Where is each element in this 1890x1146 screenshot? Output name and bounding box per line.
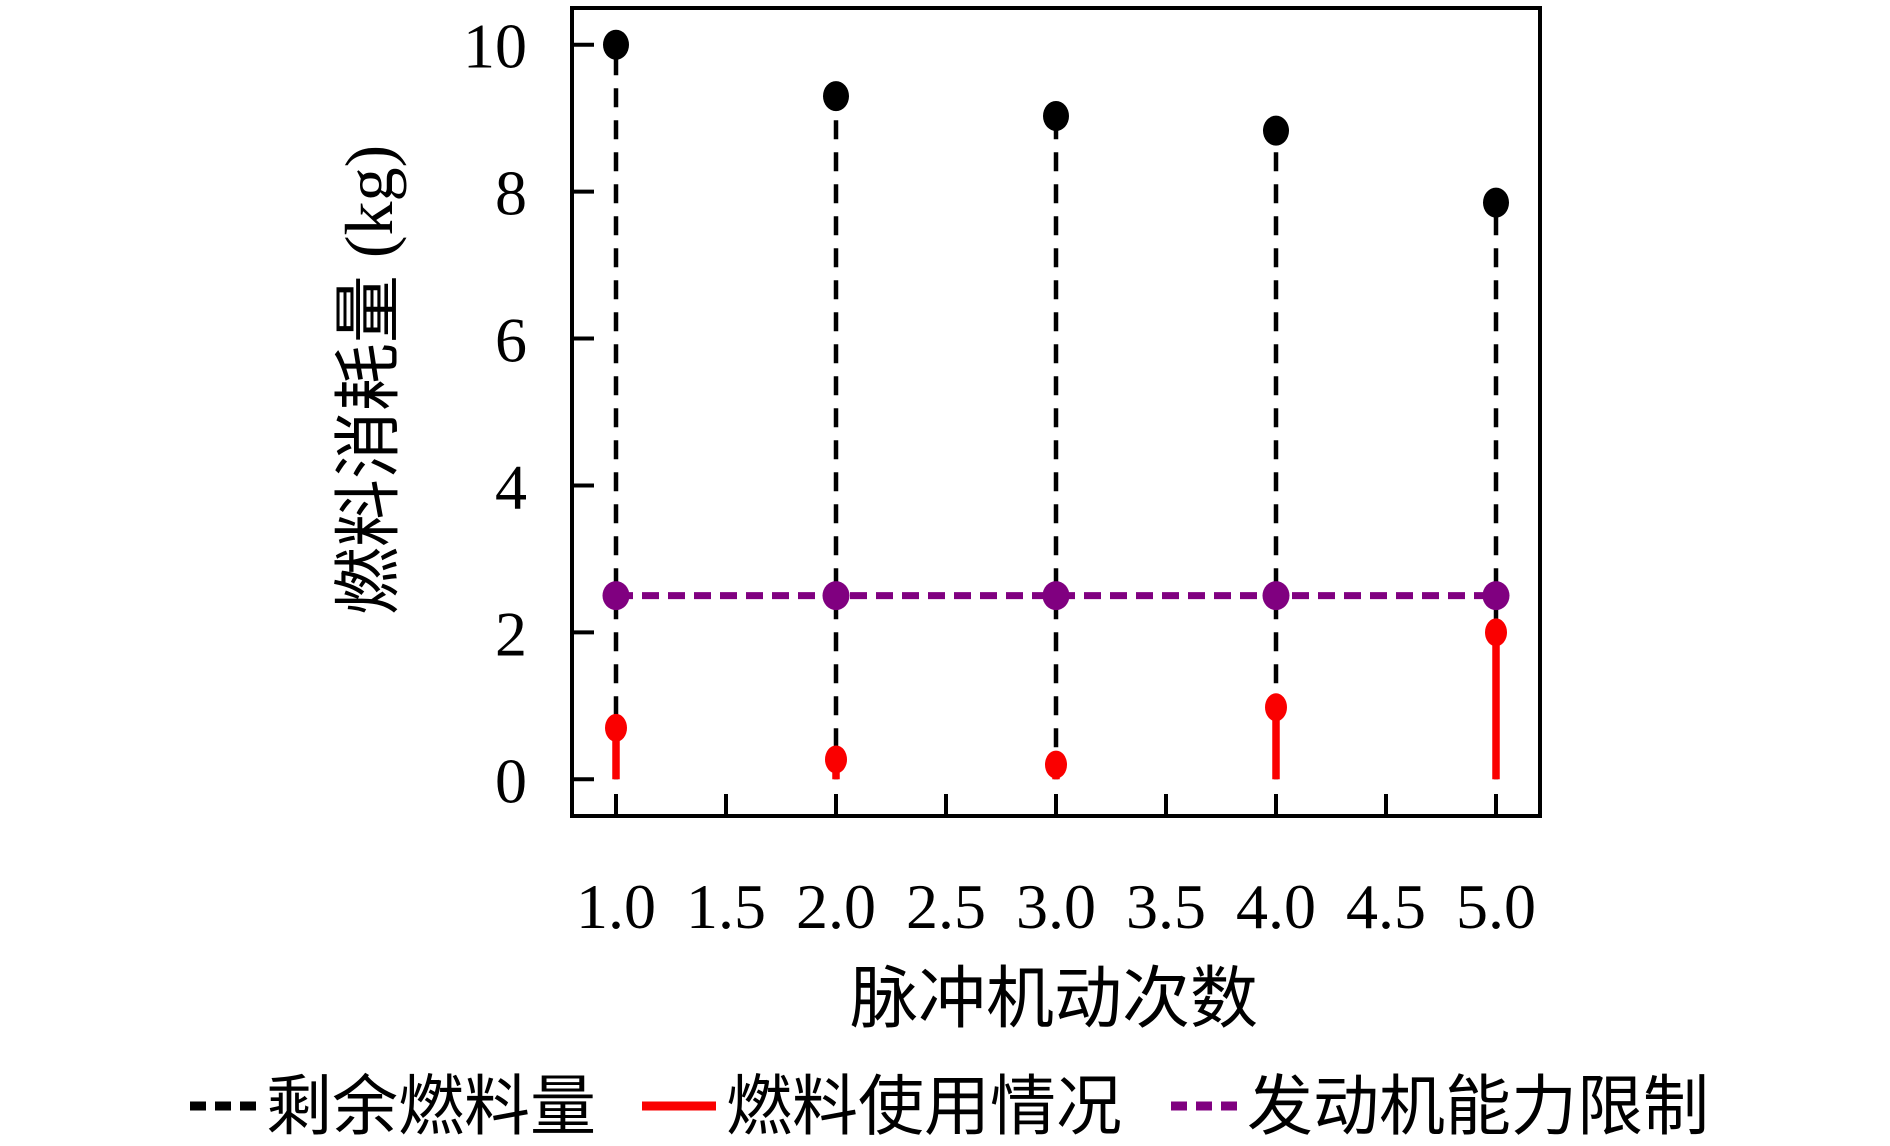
x-axis-label: 脉冲机动次数 xyxy=(850,961,1258,1037)
marker-2 xyxy=(1262,581,1290,611)
x-tick-label: 5.0 xyxy=(1456,871,1536,942)
x-tick-label: 1.0 xyxy=(576,871,656,942)
x-tick-label: 2.0 xyxy=(796,871,876,942)
marker-2 xyxy=(822,581,850,611)
marker-1 xyxy=(1265,693,1287,722)
marker-2 xyxy=(1042,581,1070,611)
marker-1 xyxy=(1485,618,1507,647)
legend-label-fuel-usage: 燃料使用情况 xyxy=(726,1071,1122,1144)
marker-0 xyxy=(1043,100,1069,131)
marker-0 xyxy=(1263,115,1289,146)
y-tick-label: 8 xyxy=(495,158,527,229)
marker-2 xyxy=(602,581,630,611)
y-tick-label: 0 xyxy=(495,745,527,816)
marker-0 xyxy=(823,81,849,112)
y-tick-label: 4 xyxy=(495,451,527,522)
x-tick-label: 4.0 xyxy=(1236,871,1316,942)
x-tick-label: 4.5 xyxy=(1346,871,1426,942)
legend-item-fuel-usage: 燃料使用情况 xyxy=(642,1071,1122,1144)
x-tick-label: 3.5 xyxy=(1126,871,1206,942)
legend-item-remaining-fuel: 剩余燃料量 xyxy=(190,1071,596,1144)
x-tick-label: 1.5 xyxy=(686,871,766,942)
y-tick-label: 6 xyxy=(495,305,527,376)
y-tick-label: 10 xyxy=(463,11,527,82)
marker-0 xyxy=(603,29,629,60)
marker-2 xyxy=(1482,581,1510,611)
legend-label-engine-limit: 发动机能力限制 xyxy=(1247,1071,1709,1144)
legend: 剩余燃料量 燃料使用情况 发动机能力限制 xyxy=(190,1071,1709,1144)
marker-1 xyxy=(825,745,847,774)
marker-1 xyxy=(1045,750,1067,779)
y-axis-label: 燃料消耗量 (kg) xyxy=(331,145,407,615)
x-tick-label: 2.5 xyxy=(906,871,986,942)
y-tick-label: 2 xyxy=(495,598,527,669)
marker-0 xyxy=(1483,187,1509,218)
x-tick-label: 3.0 xyxy=(1016,871,1096,942)
legend-item-engine-limit: 发动机能力限制 xyxy=(1171,1071,1709,1144)
plot-area: 1.0 1.5 2.0 2.5 3.0 3.5 4.0 4.5 5.0 0 2 4 6 8 10 xyxy=(463,11,1536,942)
plot-frame xyxy=(570,6,1542,818)
marker-1 xyxy=(605,713,627,742)
legend-label-remaining-fuel: 剩余燃料量 xyxy=(266,1071,596,1144)
